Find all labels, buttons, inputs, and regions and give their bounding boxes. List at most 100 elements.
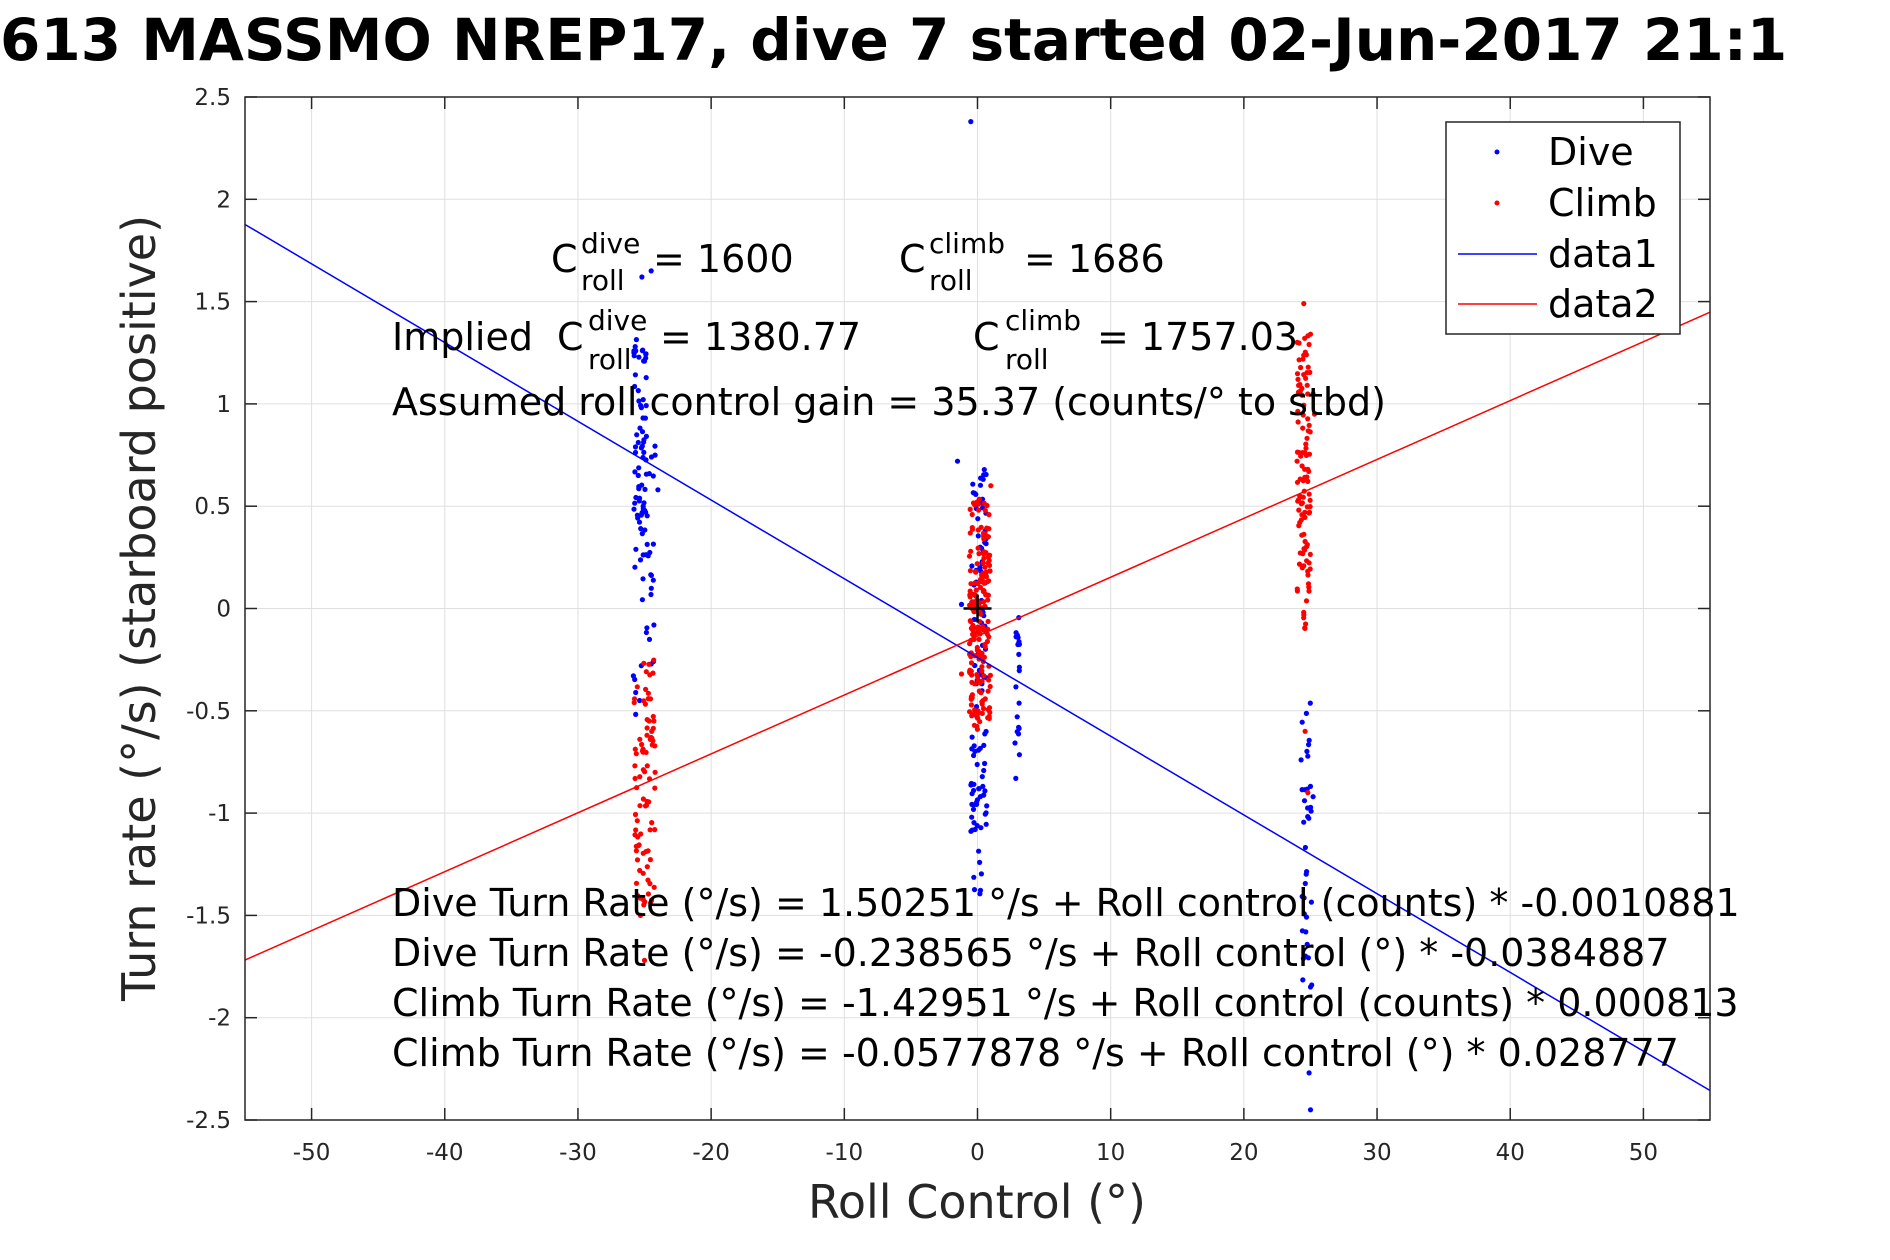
climb-point xyxy=(979,710,985,717)
climb-point xyxy=(1301,609,1307,615)
climb-point xyxy=(974,644,980,651)
dive-point xyxy=(640,397,646,403)
climb-point xyxy=(976,636,982,643)
dive-point xyxy=(641,449,647,455)
x-axis-label: Roll Control (°) xyxy=(808,1175,1146,1229)
dive-point xyxy=(635,439,641,446)
dive-point xyxy=(648,585,654,591)
implied-climb-sub: roll xyxy=(1005,343,1049,376)
dive-point xyxy=(1307,1107,1314,1113)
climb-point xyxy=(640,870,646,876)
climb-point xyxy=(635,893,641,899)
climb-point xyxy=(967,506,973,512)
climb-point xyxy=(980,627,987,633)
dive-point xyxy=(643,355,649,361)
climb-point xyxy=(1306,584,1312,590)
climb-point xyxy=(977,719,983,725)
climb-point xyxy=(975,501,982,507)
climb-point xyxy=(1305,428,1311,434)
dive-point xyxy=(980,476,986,482)
dive-point xyxy=(648,268,654,274)
dive-point xyxy=(642,486,648,492)
implied-dive-value: = 1380.77 xyxy=(660,315,861,359)
dive-point xyxy=(1013,775,1019,782)
dive-point xyxy=(643,629,650,636)
climb-point xyxy=(1302,509,1308,515)
climb-point xyxy=(1297,381,1303,388)
dive-point xyxy=(980,783,986,790)
climb-point xyxy=(975,545,981,551)
climb-point xyxy=(652,785,658,791)
dive-point xyxy=(633,711,639,718)
climb-point xyxy=(975,628,982,634)
dive-point xyxy=(1302,844,1308,851)
dive-point xyxy=(1016,700,1022,706)
dive-point xyxy=(968,782,974,788)
dive-point xyxy=(637,425,643,431)
climb-point xyxy=(982,507,988,513)
dive-point xyxy=(632,372,639,378)
dive-point xyxy=(970,806,977,813)
dive-point xyxy=(1304,748,1310,755)
y-tick-label: -1 xyxy=(208,801,231,827)
dive-point xyxy=(642,527,648,533)
dive-point xyxy=(979,774,985,780)
climb-point xyxy=(1301,402,1307,408)
dive-point xyxy=(1016,651,1022,658)
dive-point xyxy=(633,689,639,696)
dive-point xyxy=(652,443,658,449)
dive-point xyxy=(1303,710,1309,717)
x-tick-label: 30 xyxy=(1362,1140,1391,1166)
dive-point xyxy=(639,482,645,488)
dive-point xyxy=(644,625,650,631)
climb-point xyxy=(978,611,984,617)
dive-point xyxy=(638,512,644,518)
climb-point xyxy=(1303,441,1309,447)
climb-point xyxy=(986,526,992,532)
annotation-c-dive: C dive roll = 1600 xyxy=(551,227,794,297)
dive-point xyxy=(971,787,977,794)
climb-point xyxy=(637,803,643,809)
climb-point xyxy=(969,695,975,701)
climb-point xyxy=(647,857,654,863)
dive-point xyxy=(638,405,645,411)
climb-point xyxy=(968,581,974,587)
legend-climb-marker xyxy=(1494,200,1500,206)
climb-point xyxy=(1294,586,1300,592)
climb-point xyxy=(1307,551,1313,558)
climb-point xyxy=(633,848,640,854)
climb-point xyxy=(1303,445,1309,451)
dive-point xyxy=(643,509,649,515)
dive-point xyxy=(958,601,965,608)
climb-point xyxy=(1305,478,1311,484)
climb-point xyxy=(980,705,987,712)
climb-point xyxy=(969,511,975,518)
climb-point xyxy=(634,857,641,863)
x-tick-label: 10 xyxy=(1096,1140,1125,1166)
climb-point xyxy=(969,672,975,678)
climb-point xyxy=(976,507,982,513)
dive-point xyxy=(973,491,979,497)
climb-point xyxy=(967,568,974,574)
climb-point xyxy=(1306,468,1312,474)
dive-point xyxy=(1013,684,1019,690)
legend-data2-label: data2 xyxy=(1548,282,1658,326)
dive-point xyxy=(972,826,978,833)
y-tick-label: 0.5 xyxy=(194,494,231,520)
dive-point xyxy=(630,673,637,679)
climb-point xyxy=(1295,419,1301,425)
dive-point xyxy=(642,415,649,421)
dive-point xyxy=(1299,719,1305,725)
climb-point xyxy=(637,912,644,919)
climb-point xyxy=(634,684,640,690)
dive-point xyxy=(634,432,640,438)
climb-point xyxy=(1303,352,1309,358)
climb-point xyxy=(1310,391,1316,397)
x-tick-label: -40 xyxy=(426,1140,464,1166)
dive-point xyxy=(1308,804,1314,811)
x-tick-label: -10 xyxy=(826,1140,864,1166)
dive-point xyxy=(1015,731,1022,737)
dive-point xyxy=(971,887,978,893)
dive-point xyxy=(639,348,646,354)
climb-point xyxy=(637,774,643,780)
